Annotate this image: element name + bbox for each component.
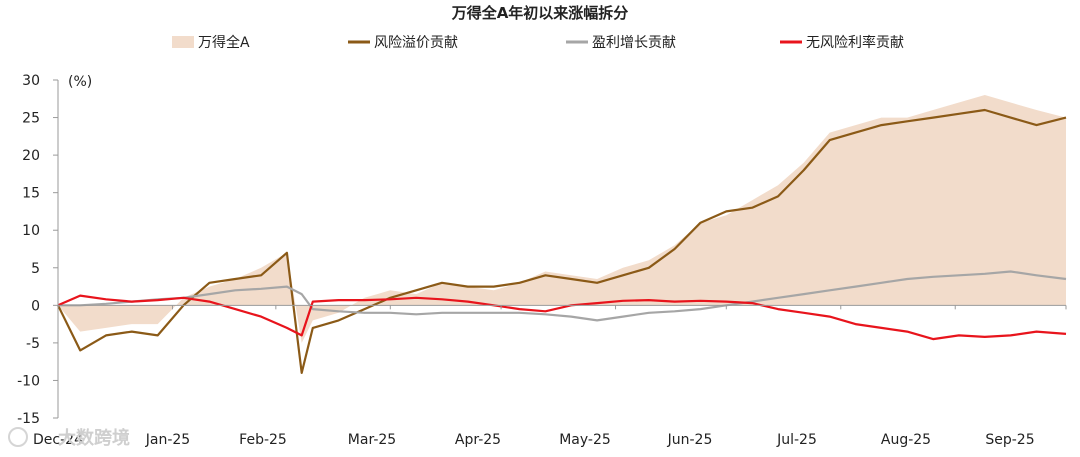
x-tick-label: Sep-25 xyxy=(985,432,1034,448)
watermark-text: 大数跨境 xyxy=(58,427,130,449)
y-tick-label: 10 xyxy=(22,223,40,239)
y-tick-label: 30 xyxy=(22,73,40,89)
legend-label: 无风险利率贡献 xyxy=(806,34,904,51)
x-axis: Dec-24 Jan-25 Feb-25 Mar-25 Apr-25 May-25 Jun-… xyxy=(33,304,1067,448)
y-tick-label: 0 xyxy=(31,298,40,314)
x-tick-label: Dec-24 xyxy=(33,432,83,448)
legend-label: 盈利增长贡献 xyxy=(592,35,676,51)
legend-label: 万得全A xyxy=(198,34,250,51)
y-unit-label: (%) xyxy=(68,74,92,90)
legend-swatch xyxy=(172,36,194,48)
y-axis: 30 25 20 15 10 5 0 -5 -10 -15 xyxy=(17,73,59,427)
x-tick-label: Mar-25 xyxy=(348,432,396,448)
y-tick-label: 15 xyxy=(22,186,40,202)
x-tick-label: Jul-25 xyxy=(776,432,817,448)
y-tick-label: -10 xyxy=(17,373,40,389)
series-line-1 xyxy=(57,108,1067,374)
series-line-2 xyxy=(58,270,1067,322)
plot-area xyxy=(57,95,1067,374)
y-tick-label: 5 xyxy=(31,261,40,277)
y-tick-label: 20 xyxy=(22,148,40,164)
y-tick-label: -15 xyxy=(17,411,40,427)
legend: 万得全A 风险溢价贡献 盈利增长贡献 无风险利率贡献 xyxy=(172,34,904,51)
y-tick-label: 25 xyxy=(22,111,40,127)
x-tick-label: Aug-25 xyxy=(881,432,931,448)
x-tick-label: May-25 xyxy=(559,432,611,448)
series-line-3 xyxy=(57,294,1067,341)
watermark: 大数跨境 xyxy=(8,427,130,449)
x-tick-label: Apr-25 xyxy=(455,432,501,448)
x-tick-label: Feb-25 xyxy=(239,432,287,448)
watermark-logo-icon xyxy=(8,427,28,447)
legend-label: 风险溢价贡献 xyxy=(374,35,458,51)
chart-title: 万得全A年初以来涨幅拆分 xyxy=(451,4,629,22)
x-tick-label: Jan-25 xyxy=(145,432,190,448)
x-tick-label: Jun-25 xyxy=(667,432,713,448)
y-tick-label: -5 xyxy=(26,336,40,352)
